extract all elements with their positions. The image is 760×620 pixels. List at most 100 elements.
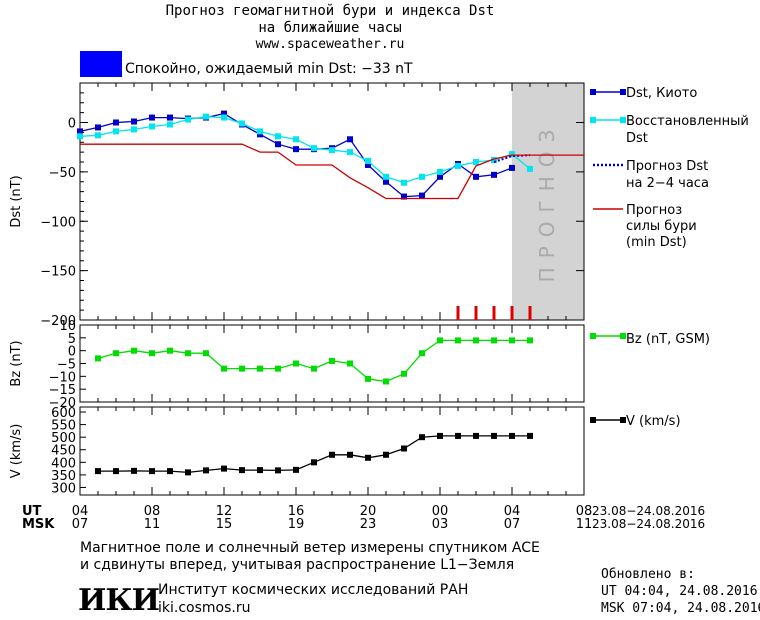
y-tick-label: 5 [68, 332, 76, 347]
series-point-2-1 [437, 337, 443, 344]
ut-date-range: 23.08−24.08.2016 [592, 504, 705, 518]
x-tick-label-msk: 11 [144, 517, 161, 532]
y-axis-label: V (km/s) [9, 424, 24, 479]
forecast-label: ПРОГНОЗ [535, 121, 559, 283]
panel-frame-3 [79, 406, 585, 496]
series-point-1-2 [383, 173, 389, 180]
series-point-1-2 [95, 132, 101, 139]
series-point-1-1 [167, 114, 173, 121]
updated-ut: UT 04:04, 24.08.2016 [601, 584, 758, 599]
series-point-1-1 [293, 146, 299, 153]
series-point-2-1 [455, 337, 461, 344]
series-point-3-1 [437, 432, 443, 439]
legend-restored-marker [620, 117, 626, 123]
series-point-1-1 [95, 124, 101, 131]
series-line-3-1 [98, 435, 530, 474]
series-point-1-2 [401, 179, 407, 186]
x-tick-label-ut: 04 [504, 504, 521, 519]
series-point-3-1 [401, 445, 407, 452]
series-point-2-1 [149, 350, 155, 357]
series-point-1-2 [329, 147, 335, 154]
series-point-2-1 [293, 360, 299, 367]
legend-dst-kyoto-label: Dst, Киото [626, 86, 697, 101]
series-point-3-1 [239, 467, 245, 474]
y-tick-label: 400 [51, 456, 76, 471]
legend-restored-marker [590, 117, 596, 123]
series-point-2-1 [365, 375, 371, 382]
series-point-1-1 [509, 164, 515, 171]
series-point-3-1 [347, 451, 353, 458]
series-point-1-2 [113, 128, 119, 135]
title-line-2: на ближайшие часы [258, 20, 402, 36]
series-point-2-1 [347, 360, 353, 367]
legend-bz-marker [620, 333, 626, 339]
series-point-3-1 [473, 432, 479, 439]
series-point-1-2 [131, 126, 137, 133]
legend-storm-label-2: силы бури [626, 219, 697, 234]
footer-note-line-1: Магнитное поле и солнечный ветер измерен… [80, 540, 540, 556]
x-tick-label-ut: 12 [216, 504, 233, 519]
site-url[interactable]: www.spaceweather.ru [255, 37, 405, 52]
y-tick-label: −150 [40, 265, 76, 280]
series-point-1-2 [149, 123, 155, 130]
legend-bz-label: Bz (nT, GSM) [626, 332, 710, 347]
series-point-2-1 [167, 347, 173, 354]
legend-storm-label-3: (min Dst) [626, 235, 687, 250]
series-point-1-2 [347, 149, 353, 156]
status-color-swatch [80, 51, 122, 77]
y-tick-label: 500 [51, 431, 76, 446]
y-tick-label: −10 [49, 370, 76, 385]
x-tick-label-msk: 11 [576, 517, 593, 532]
series-point-1-2 [491, 157, 497, 164]
series-point-2-1 [329, 357, 335, 364]
series-point-3-1 [203, 467, 209, 474]
series-point-1-1 [491, 171, 497, 178]
series-point-2-1 [95, 355, 101, 362]
msk-date-range: 23.08−24.08.2016 [592, 517, 705, 531]
series-line-1-1 [79, 112, 513, 198]
y-axis-label: Bz (nT) [9, 340, 24, 386]
series-point-1-2 [311, 145, 317, 152]
series-point-3-1 [149, 468, 155, 475]
legend-restored-label: Восстановленный [626, 114, 749, 129]
y-tick-label: −5 [57, 358, 76, 373]
footer-note-line-2: и сдвинуты вперед, учитывая распростране… [80, 557, 515, 573]
series-point-2-1 [203, 350, 209, 357]
x-tick-label-msk: 23 [360, 517, 377, 532]
x-tick-label-ut: 08 [144, 504, 161, 519]
y-tick-label: 0 [68, 345, 76, 360]
series-point-3-1 [329, 451, 335, 458]
series-point-3-1 [419, 434, 425, 441]
series-line-2-1 [97, 339, 530, 383]
series-point-2-1 [509, 337, 515, 344]
legend-v-marker [620, 417, 626, 423]
x-tick-label-msk: 07 [504, 517, 521, 532]
legend-bz-marker [590, 333, 596, 339]
series-point-3-1 [293, 466, 299, 473]
legend-storm-label: Прогноз [626, 203, 682, 218]
series-point-2-1 [527, 337, 533, 344]
series-point-1-1 [419, 192, 425, 199]
x-tick-label-msk: 19 [288, 517, 305, 532]
series-point-3-1 [95, 468, 101, 475]
legend-v-label: V (km/s) [626, 414, 681, 429]
y-tick-label: 550 [51, 419, 76, 434]
series-point-1-2 [275, 133, 281, 140]
series-point-3-1 [167, 468, 173, 475]
series-point-2-1 [491, 337, 497, 344]
series-point-1-2 [473, 159, 479, 165]
series-point-3-1 [185, 469, 191, 476]
x-tick-label-ut: 20 [360, 504, 377, 519]
x-tick-label-msk: 15 [216, 517, 233, 532]
y-axis-label: Dst (nT) [9, 175, 24, 227]
updated-label: Обновлено в: [601, 567, 695, 582]
legend-forecast-label-2: на 2−4 часа [626, 176, 709, 191]
x-tick-label-ut: 16 [288, 504, 305, 519]
series-point-1-2 [509, 151, 515, 158]
series-line-1-4 [80, 143, 584, 200]
y-tick-label: −100 [40, 215, 76, 230]
series-point-2-1 [383, 378, 389, 385]
series-point-2-1 [473, 337, 479, 344]
institute-site[interactable]: iki.cosmos.ru [158, 600, 251, 616]
